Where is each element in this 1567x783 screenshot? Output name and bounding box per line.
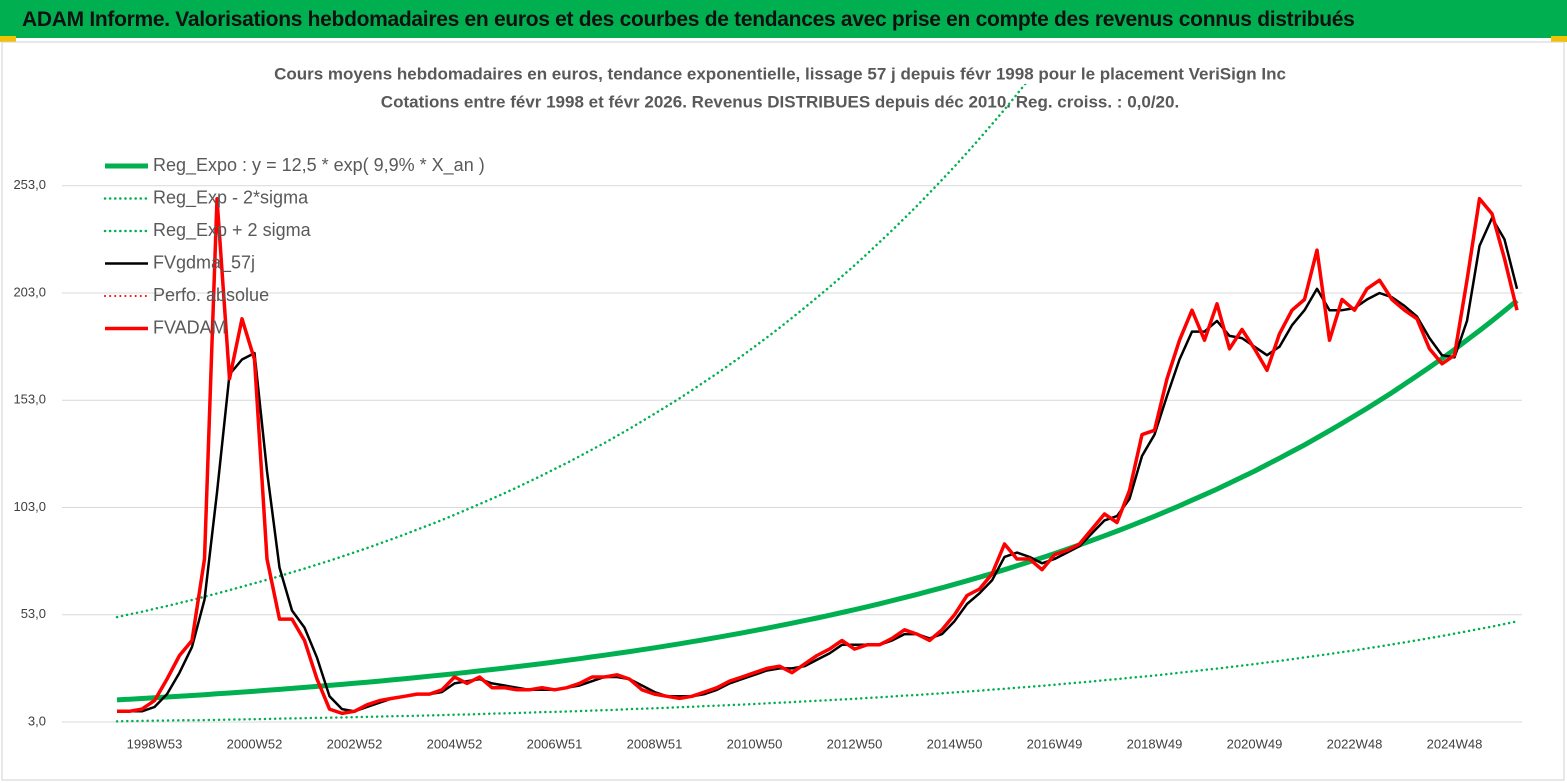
x-tick-label: 2000W52 [227,736,283,751]
x-tick-label: 2012W50 [827,736,883,751]
y-tick-label: 153,0 [13,392,46,407]
series-line [117,196,1519,716]
plot-area [115,84,1519,723]
y-tick-label: 203,0 [13,284,46,299]
x-tick-label: 2006W51 [527,736,583,751]
x-tick-label: 2008W51 [627,736,683,751]
legend-label: Reg_Expo : y = 12,5 * exp( 9,9% * X_an ) [153,155,485,176]
legend-label: FVADAM [153,317,227,337]
x-tick-label: 2010W50 [727,736,783,751]
x-tick-label: 2018W49 [1127,736,1183,751]
legend-label: Perfo. absolue [153,285,269,305]
y-tick-label: 103,0 [13,499,46,514]
x-tick-label: 2014W50 [927,736,983,751]
header-bar: ADAM Informe. Valorisations hebdomadaire… [0,0,1567,38]
y-tick-label: 53,0 [21,606,46,621]
legend-label: FVgdma_57j [153,252,255,273]
legend-label: Reg_Exp + 2 sigma [153,220,312,241]
y-tick-label: 3,0 [28,713,46,728]
x-tick-label: 2020W49 [1227,736,1283,751]
legend: Reg_Expo : y = 12,5 * exp( 9,9% * X_an )… [103,155,485,337]
y-tick-label: 253,0 [13,177,46,192]
x-tick-label: 2002W52 [327,736,383,751]
x-tick-label: 1998W53 [127,736,183,751]
chart-subtitle: Cotations entre févr 1998 et févr 2026. … [381,92,1179,111]
corner-mark [0,36,16,42]
series-line [115,620,1519,723]
x-tick-label: 2004W52 [427,736,483,751]
grid: 3,0 53,0 103,0 153,0 203,0 253,0 1998W53 2000W5… [13,177,1522,751]
x-tick-label: 2016W49 [1027,736,1083,751]
chart: Cours moyens hebdomadaires en euros, ten… [1,41,1565,781]
corner-mark [1551,36,1567,42]
x-tick-label: 2022W48 [1327,736,1383,751]
page-title: ADAM Informe. Valorisations hebdomadaire… [22,8,1355,31]
x-tick-label: 2024W48 [1427,736,1483,751]
chart-title: Cours moyens hebdomadaires en euros, ten… [274,64,1286,83]
series-line [116,298,1519,703]
legend-label: Reg_Exp - 2*sigma [153,187,309,208]
